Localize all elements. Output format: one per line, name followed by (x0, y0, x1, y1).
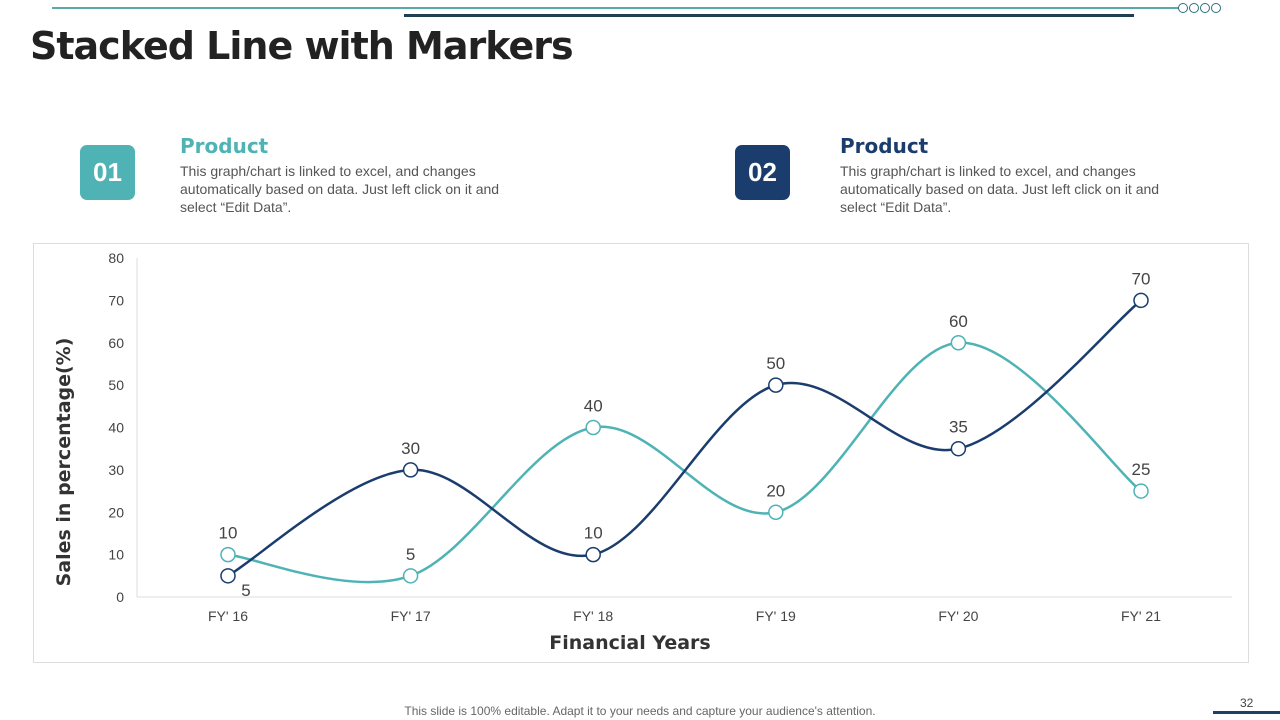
footer-note: This slide is 100% editable. Adapt it to… (404, 704, 876, 718)
y-tick-label: 60 (108, 335, 124, 351)
data-point-marker (220, 568, 236, 584)
x-axis-title: Financial Years (549, 632, 711, 654)
page-title: Stacked Line with Markers (30, 24, 574, 68)
y-tick-label: 10 (108, 547, 124, 563)
data-label: 25 (1132, 460, 1151, 479)
data-point-marker (1133, 292, 1149, 309)
data-point-marker (768, 504, 784, 520)
data-point-marker (768, 377, 784, 393)
page-number-underline (1213, 711, 1280, 714)
card-title-2: Product (840, 134, 929, 158)
x-tick-label: FY' 19 (756, 608, 796, 624)
data-label: 5 (241, 581, 250, 600)
y-tick-label: 70 (108, 292, 124, 308)
data-point-marker (1133, 483, 1149, 499)
card-desc-2: This graph/chart is linked to excel, and… (840, 163, 1160, 215)
badge-02: 02 (735, 145, 790, 200)
y-tick-label: 50 (108, 377, 124, 393)
data-point-marker (402, 462, 419, 478)
x-tick-label: FY' 17 (391, 608, 431, 624)
y-axis-title: Sales in percentage(%) (53, 338, 75, 587)
y-tick-label: 80 (108, 250, 124, 266)
data-label: 35 (949, 418, 968, 437)
decor-dots (1178, 3, 1221, 13)
x-tick-label: FY' 20 (938, 608, 978, 624)
page-number: 32 (1240, 696, 1254, 710)
data-point-marker (950, 440, 967, 457)
data-label: 5 (406, 545, 415, 564)
data-label: 10 (584, 524, 603, 543)
y-tick-label: 20 (108, 504, 124, 520)
data-point-marker (402, 568, 419, 584)
x-tick-label: FY' 16 (208, 608, 248, 624)
data-label: 60 (949, 312, 968, 331)
top-decor-line-dark (404, 14, 1134, 17)
data-label: 50 (766, 354, 785, 373)
data-label: 20 (766, 481, 785, 500)
y-tick-label: 40 (108, 420, 124, 436)
data-label: 40 (584, 397, 603, 416)
series-line-1 (227, 341, 1142, 584)
y-tick-label: 30 (108, 462, 124, 478)
series-line-2 (227, 299, 1142, 577)
data-point-marker (585, 419, 601, 436)
data-label: 70 (1132, 269, 1151, 288)
data-label: 10 (219, 524, 238, 543)
badge-01: 01 (80, 145, 135, 200)
chart-frame (33, 243, 1249, 663)
top-decor-line (52, 7, 1180, 9)
data-label: 30 (401, 439, 420, 458)
x-tick-label: FY' 18 (573, 608, 613, 624)
x-tick-label: FY' 21 (1121, 608, 1161, 624)
card-desc-1: This graph/chart is linked to excel, and… (180, 163, 500, 215)
data-point-marker (950, 335, 967, 351)
data-point-marker (585, 546, 601, 563)
card-title-1: Product (180, 134, 269, 158)
y-tick-label: 0 (116, 589, 124, 605)
data-point-marker (220, 546, 236, 563)
